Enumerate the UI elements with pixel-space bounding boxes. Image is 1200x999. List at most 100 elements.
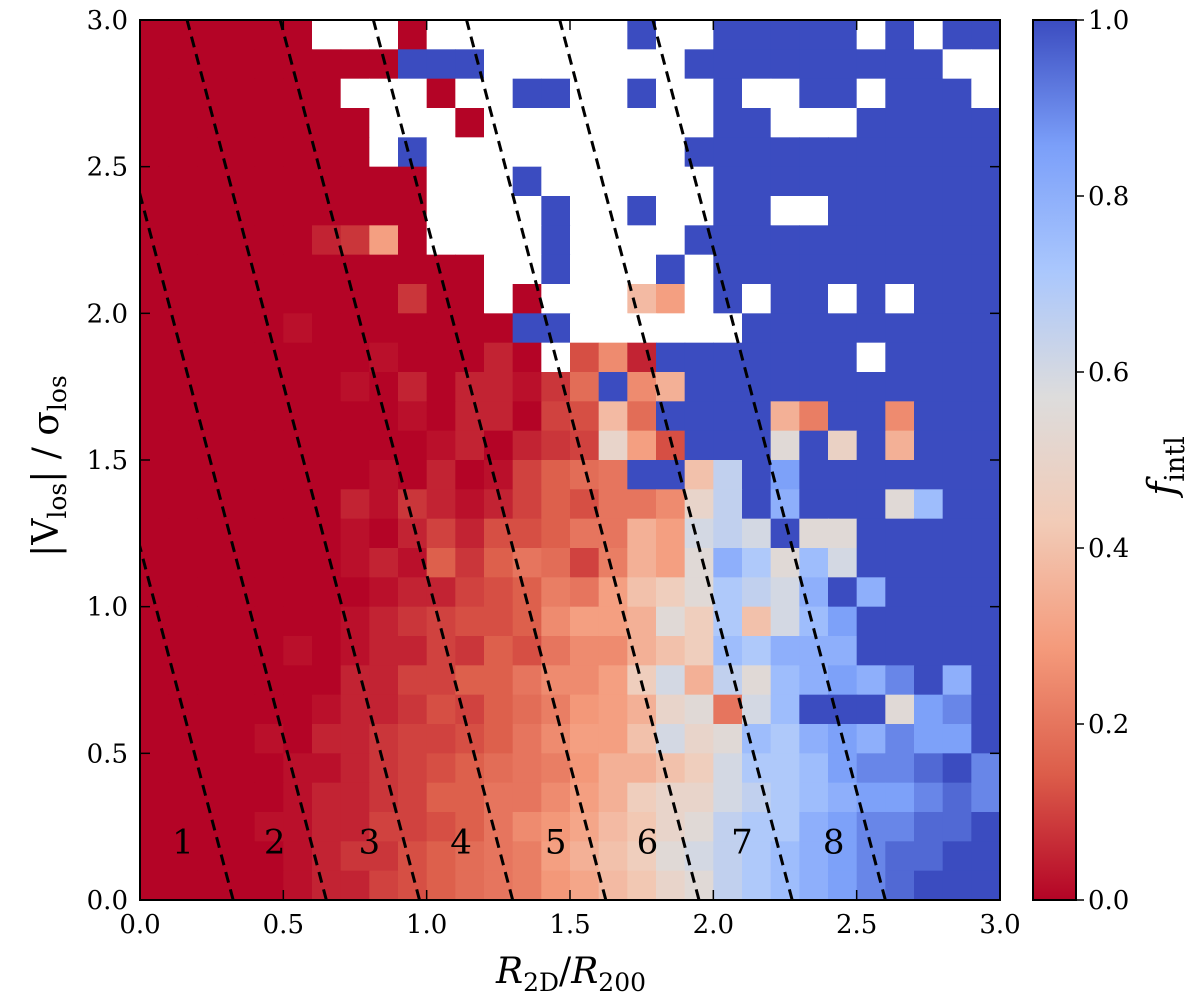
- heatmap-cell: [598, 548, 628, 578]
- heatmap-cell: [369, 577, 399, 608]
- heatmap-cell: [656, 166, 686, 197]
- heatmap-cell: [512, 841, 542, 872]
- dividing-line: [465, 20, 701, 900]
- heatmap-cell: [770, 49, 800, 80]
- heatmap-cell: [914, 782, 944, 813]
- x-tick-label: 0.0: [119, 910, 160, 940]
- heatmap-cell: [914, 460, 944, 490]
- heatmap-cell: [312, 284, 342, 314]
- heatmap-cell: [770, 430, 800, 461]
- heatmap-cell: [541, 636, 571, 666]
- heatmap-cell: [140, 137, 170, 168]
- heatmap-cell: [885, 20, 915, 50]
- heatmap-cell: [398, 254, 428, 285]
- heatmap-cell: [168, 284, 198, 314]
- heatmap-cell: [283, 372, 313, 402]
- heatmap-cell: [856, 518, 886, 549]
- heatmap-cell: [398, 137, 428, 168]
- heatmap-cell: [398, 636, 428, 666]
- heatmap-cell: [684, 108, 714, 138]
- region-label: 6: [637, 822, 659, 862]
- heatmap-cell: [942, 870, 972, 901]
- heatmap-cell: [254, 548, 284, 578]
- heatmap-cell: [828, 548, 858, 578]
- heatmap-cell: [484, 225, 514, 256]
- heatmap-cell: [512, 460, 542, 490]
- heatmap-cell: [627, 225, 657, 256]
- heatmap-cell: [770, 636, 800, 666]
- heatmap-cell: [426, 49, 456, 80]
- heatmap-cell: [541, 782, 571, 813]
- heatmap-cell: [140, 870, 170, 901]
- heatmap-cell: [541, 430, 571, 461]
- heatmap-cell: [570, 812, 600, 842]
- heatmap-cell: [598, 254, 628, 285]
- heatmap-cell: [455, 606, 485, 637]
- heatmap-cell: [512, 78, 542, 109]
- heatmap-cell: [971, 372, 1001, 402]
- heatmap-cell: [713, 724, 743, 754]
- heatmap-cell: [684, 372, 714, 402]
- dividing-line: [558, 20, 794, 900]
- heatmap-cell: [770, 196, 800, 226]
- heatmap-cell: [656, 636, 686, 666]
- heatmap-cell: [656, 49, 686, 80]
- heatmap-cell: [942, 254, 972, 285]
- heatmap-cell: [168, 49, 198, 80]
- heatmap-cell: [799, 196, 829, 226]
- heatmap-cell: [312, 460, 342, 490]
- heatmap-cell: [570, 254, 600, 285]
- heatmap-cell: [140, 254, 170, 285]
- heatmap-cell: [713, 78, 743, 109]
- heatmap-cell: [856, 78, 886, 109]
- heatmap-cell: [426, 753, 456, 784]
- heatmap-cell: [140, 49, 170, 80]
- heatmap-cell: [570, 313, 600, 344]
- heatmap-cell: [369, 870, 399, 901]
- heatmap-cell: [799, 401, 829, 432]
- heatmap-cell: [455, 489, 485, 520]
- heatmap-cell: [455, 342, 485, 373]
- heatmap-cell: [799, 254, 829, 285]
- heatmap-cell: [226, 548, 256, 578]
- heatmap-cell: [426, 78, 456, 109]
- heatmap-cell: [254, 166, 284, 197]
- heatmap-cell: [742, 724, 772, 754]
- heatmap-cell: [856, 196, 886, 226]
- heatmap-cell: [426, 782, 456, 813]
- heatmap-cell: [885, 372, 915, 402]
- heatmap-cell: [484, 870, 514, 901]
- heatmap-cell: [340, 812, 370, 842]
- heatmap-cell: [455, 254, 485, 285]
- heatmap-cell: [914, 342, 944, 373]
- heatmap-cell: [226, 401, 256, 432]
- heatmap-cell: [799, 694, 829, 725]
- heatmap-cell: [254, 489, 284, 520]
- heatmap-cell: [312, 636, 342, 666]
- heatmap-cell: [770, 841, 800, 872]
- heatmap-cell: [369, 665, 399, 696]
- heatmap-cell: [971, 166, 1001, 197]
- heatmap-cell: [455, 548, 485, 578]
- heatmap-cell: [398, 606, 428, 637]
- heatmap-cell: [828, 460, 858, 490]
- heatmap-cell: [856, 372, 886, 402]
- heatmap-cell: [885, 841, 915, 872]
- heatmap-cell: [828, 108, 858, 138]
- heatmap-cell: [512, 372, 542, 402]
- heatmap-cell: [226, 724, 256, 754]
- heatmap-cell: [140, 606, 170, 637]
- heatmap-cell: [856, 724, 886, 754]
- heatmap-cell: [713, 372, 743, 402]
- heatmap-cell: [312, 724, 342, 754]
- heatmap-cell: [770, 577, 800, 608]
- heatmap-cell: [484, 254, 514, 285]
- heatmap-cell: [254, 430, 284, 461]
- heatmap-cell: [713, 108, 743, 138]
- heatmap-cell: [312, 401, 342, 432]
- heatmap-cell: [426, 841, 456, 872]
- heatmap-cell: [684, 753, 714, 784]
- heatmap-cell: [340, 724, 370, 754]
- heatmap-cell: [684, 548, 714, 578]
- heatmap-cell: [168, 196, 198, 226]
